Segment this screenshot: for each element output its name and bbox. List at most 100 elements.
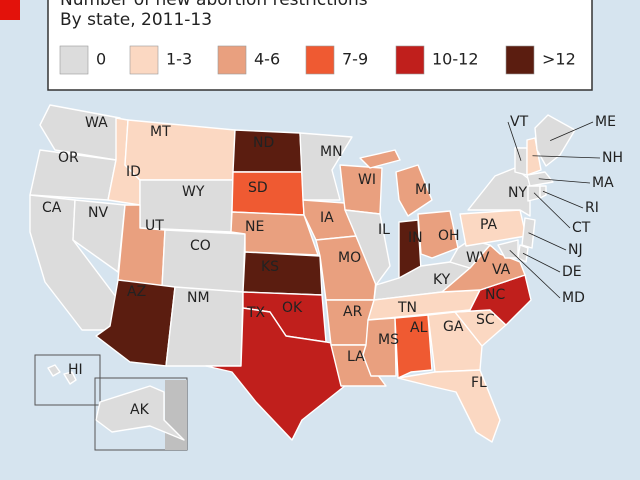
- title: Number of new abortion restrictions: [60, 0, 368, 10]
- state: [397, 369, 501, 443]
- hi-inset: [34, 354, 101, 406]
- state: [417, 210, 459, 259]
- leader-line: [509, 249, 561, 299]
- state: [514, 147, 528, 176]
- state-label: ME: [595, 114, 616, 130]
- legend-swatch: [395, 45, 425, 75]
- leader-line: [533, 192, 571, 229]
- state: [205, 307, 347, 441]
- state-label: ID: [126, 164, 141, 180]
- state-label: NM: [187, 290, 210, 306]
- state-label: CA: [42, 200, 62, 216]
- state-label: OR: [58, 150, 79, 166]
- state: [427, 311, 483, 373]
- state-label: UT: [145, 218, 164, 234]
- state: [72, 199, 126, 273]
- state-label: VA: [492, 262, 511, 278]
- state-label: MO: [338, 250, 361, 266]
- state-label: KY: [433, 272, 451, 288]
- state-label: IA: [320, 210, 334, 226]
- legend-label: 4-6: [254, 50, 280, 69]
- legend-swatch: [505, 45, 535, 75]
- leader-line: [522, 252, 561, 273]
- state-label: MD: [562, 290, 585, 306]
- state-label: CT: [572, 220, 591, 236]
- state: [299, 132, 353, 201]
- legend-swatch: [129, 45, 159, 75]
- state-label: WA: [85, 115, 108, 131]
- legend-label: 0: [96, 50, 106, 69]
- labels: WA OR CA NV ID MT WY UT CO AZ NM ND SD NE KS OK TX MN IA MO…: [42, 114, 623, 418]
- states: [29, 104, 576, 443]
- legend-swatch: [59, 45, 89, 75]
- state-label: NE: [245, 219, 264, 235]
- state: [394, 314, 433, 379]
- state-label: GA: [443, 319, 464, 335]
- state-label: MS: [378, 332, 399, 348]
- state: [344, 209, 391, 286]
- legend-label: 1-3: [166, 50, 192, 69]
- state-label: CO: [190, 238, 211, 254]
- state-label: MT: [150, 124, 171, 140]
- state-label: FL: [471, 375, 487, 391]
- state-label: AL: [410, 320, 428, 336]
- legend-box: [47, 0, 593, 91]
- state-label: IL: [378, 222, 390, 238]
- state: [454, 274, 532, 326]
- state-label: AR: [343, 304, 363, 320]
- leader-line: [507, 121, 522, 161]
- legend-label: >12: [542, 50, 576, 69]
- state-label: OH: [438, 228, 460, 244]
- state-label: NH: [602, 150, 623, 166]
- state: [526, 137, 542, 176]
- legend-swatch: [305, 45, 335, 75]
- state-label: TX: [246, 305, 266, 321]
- state-label: AZ: [127, 284, 146, 300]
- state-label: MI: [415, 182, 431, 198]
- state-label: NJ: [568, 242, 583, 258]
- state-label: OK: [282, 300, 303, 316]
- state: [242, 251, 323, 296]
- state: [539, 185, 547, 199]
- brand-mark: [0, 0, 20, 20]
- state-label: LA: [347, 349, 365, 365]
- legend-label: 7-9: [342, 50, 368, 69]
- state-label: HI: [68, 362, 83, 378]
- leader-line: [538, 178, 591, 184]
- state-label: VT: [510, 114, 529, 130]
- legend-swatch: [217, 45, 247, 75]
- state: [359, 149, 433, 217]
- state-label: WY: [182, 184, 205, 200]
- legend-label: 10-12: [432, 50, 479, 69]
- state: [231, 171, 305, 216]
- state: [527, 185, 541, 202]
- state: [47, 364, 77, 385]
- state-label: SD: [248, 180, 268, 196]
- state-label: MA: [592, 175, 614, 191]
- state-label: WI: [358, 172, 376, 188]
- state-label: IN: [408, 230, 423, 246]
- state-label: MN: [320, 144, 343, 160]
- state-label: TN: [397, 300, 417, 316]
- state-label: WV: [466, 250, 490, 266]
- state: [534, 114, 576, 167]
- leader-line: [528, 232, 567, 251]
- state-label: NV: [88, 205, 108, 221]
- state: [39, 104, 121, 161]
- leader-line: [532, 155, 601, 159]
- state-label: AK: [130, 402, 150, 418]
- state: [124, 119, 236, 181]
- leader-line: [550, 121, 594, 142]
- state-label: ND: [253, 135, 274, 151]
- state-label: NY: [508, 185, 527, 201]
- state: [95, 385, 185, 441]
- state-label: DE: [562, 264, 582, 280]
- leader-line: [542, 190, 584, 209]
- subtitle: By state, 2011-13: [60, 10, 212, 30]
- state-label: KS: [261, 259, 279, 275]
- state-label: RI: [585, 200, 599, 216]
- state-label: SC: [476, 312, 495, 328]
- state-label: NC: [485, 287, 505, 303]
